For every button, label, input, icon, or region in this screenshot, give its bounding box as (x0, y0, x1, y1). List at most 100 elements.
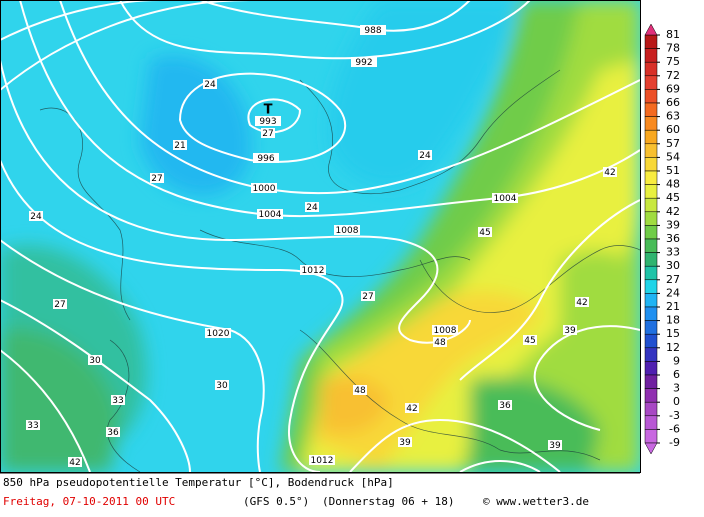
colorbar-cell (644, 211, 658, 226)
colorbar-tick-label: 18 (666, 314, 680, 327)
temperature-label: 24 (30, 212, 42, 222)
temperature-label-box (361, 291, 375, 301)
temperature-label: 42 (576, 298, 587, 308)
colorbar-tick-label: 66 (666, 96, 680, 109)
colorbar-cell (644, 48, 658, 63)
colorbar-tick-label: 51 (666, 164, 680, 177)
colorbar-tick-label: 9 (673, 354, 680, 367)
colorbar-cell (644, 306, 658, 321)
colorbar-tick-label: 81 (666, 28, 680, 41)
temperature-label-box (111, 395, 125, 405)
colorbar-bottom-arrow (644, 442, 658, 455)
colorbar-cell (644, 116, 658, 131)
colorbar-tick-label: -3 (669, 409, 680, 422)
isobar-label: 1008 (434, 326, 457, 336)
colorbar-cell (644, 238, 658, 253)
temperature-label-box (353, 385, 367, 395)
temperature-label-box (405, 403, 419, 413)
colorbar-cell (644, 415, 658, 430)
temperature-label-box (26, 420, 40, 430)
colorbar-tick-label: 45 (666, 191, 680, 204)
colorbar-top-arrow (644, 23, 658, 36)
temperature-label-box (563, 325, 577, 335)
colorbar-tick-label: 6 (673, 368, 680, 381)
colorbar-cell (644, 388, 658, 403)
colorbar-cell (644, 143, 658, 158)
isobar-label-box (205, 328, 231, 338)
colorbar-tick-label: 36 (666, 232, 680, 245)
map: 988 992 996 1000 1004 1008 1012 1020 1004 1008 101… (0, 0, 640, 472)
colorbar-tick-label: 24 (666, 286, 680, 299)
temperature-label-box (203, 79, 217, 89)
temperature-label: 27 (262, 129, 273, 139)
isobar-label: 1004 (494, 194, 517, 204)
temperature-label-box (106, 427, 120, 437)
temperature-label: 27 (362, 292, 373, 302)
temperature-label-box (523, 335, 537, 345)
colorbar-tick-label: 30 (666, 259, 680, 272)
temperature-label-box (88, 355, 102, 365)
isobar-label: 1012 (311, 456, 334, 466)
temperature-label: 42 (406, 404, 417, 414)
isobar-label-box (334, 225, 360, 235)
isobar-label-box (251, 183, 277, 193)
temperature-label: 30 (89, 356, 101, 366)
temperature-label: 36 (499, 401, 511, 411)
temperature-label: 39 (549, 441, 561, 451)
colorbar-cell (644, 34, 658, 49)
isobar-label: 1000 (253, 184, 276, 194)
temperature-label: 33 (112, 396, 123, 406)
isobar-label-box (309, 455, 335, 465)
temperature-label-box (29, 211, 43, 221)
isobar-label: 1004 (259, 210, 282, 220)
colorbar-tick-label: 39 (666, 218, 680, 231)
colorbar-cell (644, 333, 658, 349)
temperature-label: 45 (479, 228, 490, 238)
isobar-label-box (492, 193, 518, 203)
isobar-label: 992 (355, 58, 372, 68)
colorbar-tick-label: 63 (666, 110, 680, 123)
colorbar-cell (644, 361, 658, 376)
colorbar-tick-label: 69 (666, 82, 680, 95)
isobar-label-box (360, 25, 386, 35)
colorbar-tick-label: 60 (666, 123, 680, 136)
footer-run: (Donnerstag 06 + 18) (322, 495, 454, 508)
colorbar-cell (644, 293, 658, 308)
colorbar-tick-label: -6 (669, 422, 680, 435)
colorbar-cell (644, 157, 658, 172)
colorbar-tick-label: 78 (666, 42, 680, 55)
isobar-label: 996 (257, 154, 274, 164)
footer-date: Freitag, 07-10-2011 00 UTC (3, 495, 175, 508)
map-labels: 988 992 996 1000 1004 1008 1012 1020 1004 1008 101… (26, 25, 617, 468)
colorbar-cell (644, 401, 658, 417)
temperature-label-box (398, 437, 412, 447)
temperature-label: 24 (419, 151, 431, 161)
colorbar-tick-label: 57 (666, 137, 680, 150)
temperature-label: 39 (399, 438, 411, 448)
colorbar-cell (644, 102, 658, 117)
temperature-label-box (173, 140, 187, 150)
temperature-label-box (53, 299, 67, 309)
temperature-label: 27 (151, 174, 162, 184)
temperature-label-box (305, 202, 319, 212)
colorbar-cell (644, 374, 658, 389)
colorbar-cell (644, 225, 658, 240)
colorbar-tick-label: 15 (666, 327, 680, 340)
colorbar-tick-label: 54 (666, 150, 680, 163)
colorbar-tick-label: 0 (673, 395, 680, 408)
footer-title: 850 hPa pseudopotentielle Temperatur [°C… (3, 476, 394, 489)
temperature-label-box (603, 167, 617, 177)
colorbar-tick-label: 27 (666, 273, 680, 286)
temperature-label: 36 (107, 428, 119, 438)
temperature-label-box (548, 440, 562, 450)
temperature-label: 24 (204, 80, 216, 90)
temperature-label-box (418, 150, 432, 160)
temperature-label: 45 (524, 336, 535, 346)
temperature-label-box (498, 400, 512, 410)
temperature-label: 21 (174, 141, 185, 151)
colorbar-tick-label: 3 (673, 382, 680, 395)
colorbar-cell (644, 75, 658, 90)
colorbar-cell (644, 265, 658, 281)
low-pressure: 993 (259, 117, 276, 127)
